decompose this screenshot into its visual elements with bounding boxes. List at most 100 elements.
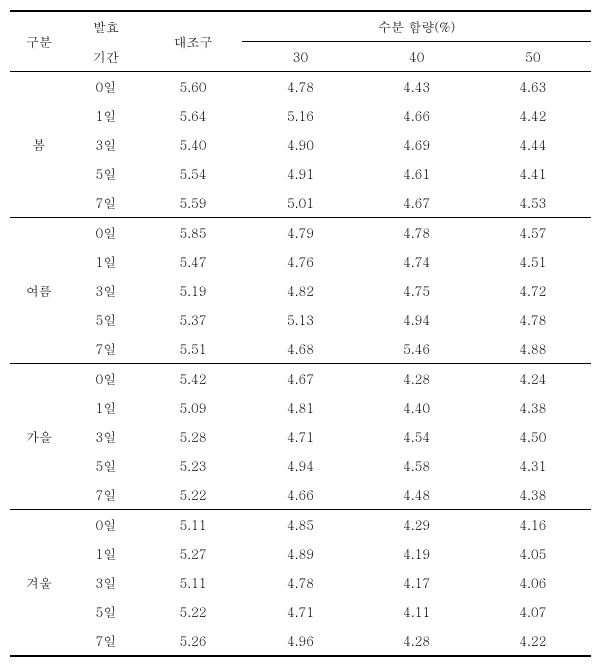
cell-v30: 4.90 (242, 130, 358, 159)
cell-v40: 4.61 (359, 159, 475, 188)
cell-control: 5.47 (144, 247, 243, 276)
cell-v40: 4.58 (359, 451, 475, 480)
cell-control: 5.40 (144, 130, 243, 159)
header-50: 50 (475, 42, 591, 72)
cell-control: 5.60 (144, 72, 243, 102)
header-period-bottom: 기간 (68, 42, 144, 72)
cell-v50: 4.06 (475, 568, 591, 597)
cell-control: 5.64 (144, 101, 243, 130)
cell-v40: 4.66 (359, 101, 475, 130)
cell-period: 3일 (68, 130, 144, 159)
cell-v50: 4.41 (475, 159, 591, 188)
cell-period: 5일 (68, 451, 144, 480)
cell-control: 5.37 (144, 305, 243, 334)
cell-control: 5.09 (144, 393, 243, 422)
cell-v40: 4.69 (359, 130, 475, 159)
cell-control: 5.51 (144, 334, 243, 364)
cell-period: 0일 (68, 218, 144, 248)
cell-period: 1일 (68, 539, 144, 568)
cell-v40: 4.94 (359, 305, 475, 334)
cell-v40: 4.75 (359, 276, 475, 305)
cell-control: 5.28 (144, 422, 243, 451)
cell-v30: 4.89 (242, 539, 358, 568)
group-label: 겨울 (10, 510, 68, 657)
header-division: 구분 (10, 11, 68, 72)
cell-period: 7일 (68, 626, 144, 656)
cell-v30: 4.81 (242, 393, 358, 422)
cell-v50: 4.57 (475, 218, 591, 248)
cell-v50: 4.50 (475, 422, 591, 451)
cell-control: 5.26 (144, 626, 243, 656)
cell-control: 5.54 (144, 159, 243, 188)
header-moisture-group: 수분 함량(%) (242, 11, 591, 42)
cell-control: 5.27 (144, 539, 243, 568)
header-control: 대조구 (144, 11, 243, 72)
cell-v30: 4.91 (242, 159, 358, 188)
cell-v40: 4.28 (359, 626, 475, 656)
cell-v50: 4.38 (475, 480, 591, 510)
cell-period: 0일 (68, 72, 144, 102)
cell-v30: 4.96 (242, 626, 358, 656)
cell-v50: 4.53 (475, 188, 591, 218)
data-table: 구분 발효 대조구 수분 함량(%) 기간 30 40 50 봄0일5.604.… (10, 10, 591, 657)
cell-control: 5.85 (144, 218, 243, 248)
cell-period: 7일 (68, 188, 144, 218)
cell-v40: 4.74 (359, 247, 475, 276)
cell-v40: 4.78 (359, 218, 475, 248)
cell-v50: 4.78 (475, 305, 591, 334)
header-period-top: 발효 (68, 11, 144, 42)
cell-v30: 5.16 (242, 101, 358, 130)
cell-v30: 4.71 (242, 597, 358, 626)
cell-v40: 4.54 (359, 422, 475, 451)
group-label: 봄 (10, 72, 68, 218)
cell-control: 5.42 (144, 364, 243, 394)
cell-v30: 4.66 (242, 480, 358, 510)
cell-v40: 4.19 (359, 539, 475, 568)
cell-period: 7일 (68, 480, 144, 510)
cell-v40: 4.67 (359, 188, 475, 218)
cell-v40: 4.28 (359, 364, 475, 394)
cell-v50: 4.72 (475, 276, 591, 305)
cell-v50: 4.22 (475, 626, 591, 656)
cell-v30: 4.68 (242, 334, 358, 364)
cell-v30: 4.78 (242, 72, 358, 102)
cell-v40: 4.40 (359, 393, 475, 422)
cell-v40: 4.17 (359, 568, 475, 597)
cell-v50: 4.42 (475, 101, 591, 130)
cell-v50: 4.24 (475, 364, 591, 394)
cell-v30: 4.94 (242, 451, 358, 480)
cell-period: 0일 (68, 510, 144, 540)
cell-v40: 5.46 (359, 334, 475, 364)
cell-v30: 4.76 (242, 247, 358, 276)
cell-period: 3일 (68, 276, 144, 305)
cell-v50: 4.63 (475, 72, 591, 102)
cell-v50: 4.38 (475, 393, 591, 422)
cell-v50: 4.88 (475, 334, 591, 364)
cell-control: 5.22 (144, 597, 243, 626)
cell-v30: 5.01 (242, 188, 358, 218)
cell-v50: 4.05 (475, 539, 591, 568)
cell-period: 1일 (68, 247, 144, 276)
cell-control: 5.11 (144, 510, 243, 540)
group-label: 가을 (10, 364, 68, 510)
cell-period: 5일 (68, 597, 144, 626)
cell-v50: 4.44 (475, 130, 591, 159)
cell-v50: 4.16 (475, 510, 591, 540)
cell-control: 5.59 (144, 188, 243, 218)
cell-control: 5.19 (144, 276, 243, 305)
cell-period: 3일 (68, 422, 144, 451)
cell-v30: 4.79 (242, 218, 358, 248)
cell-control: 5.23 (144, 451, 243, 480)
cell-period: 1일 (68, 101, 144, 130)
cell-v50: 4.31 (475, 451, 591, 480)
cell-v50: 4.07 (475, 597, 591, 626)
cell-v40: 4.29 (359, 510, 475, 540)
cell-v30: 4.82 (242, 276, 358, 305)
group-label: 여름 (10, 218, 68, 364)
cell-v50: 4.51 (475, 247, 591, 276)
cell-v30: 4.71 (242, 422, 358, 451)
header-40: 40 (359, 42, 475, 72)
cell-v30: 4.85 (242, 510, 358, 540)
cell-v30: 4.67 (242, 364, 358, 394)
cell-period: 1일 (68, 393, 144, 422)
